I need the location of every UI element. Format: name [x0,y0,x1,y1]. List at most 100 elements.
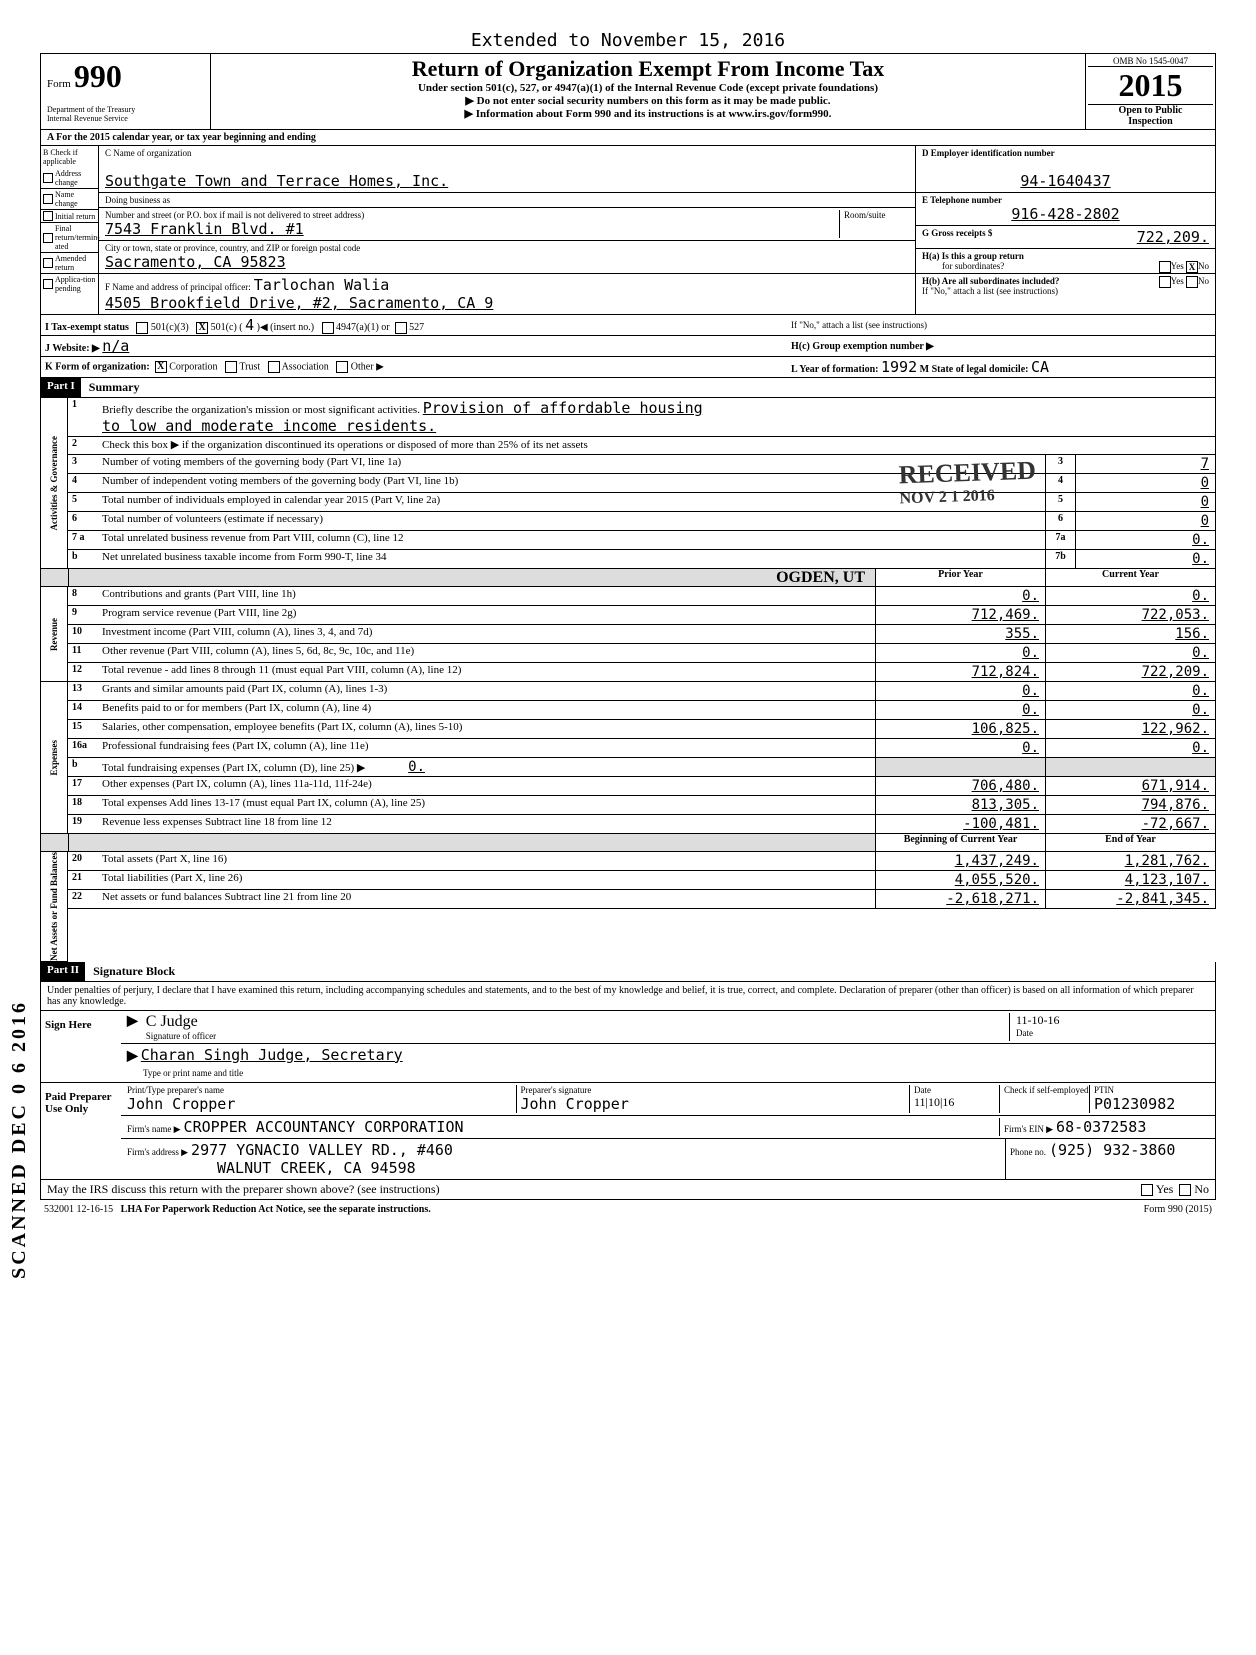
prior-value: 355. [875,625,1045,643]
summary-line: 10Investment income (Part VIII, column (… [68,625,1216,644]
group-return-yes[interactable] [1159,261,1171,273]
ogden-stamp: OGDEN, UT [776,569,865,587]
signature-date: 11-10-16 [1016,1013,1209,1028]
name-change-checkbox[interactable] [43,194,53,204]
summary-line: 22Net assets or fund balances Subtract l… [68,890,1216,909]
501c-checkbox[interactable]: X [196,322,208,334]
summary-line: 11Other revenue (Part VIII, column (A), … [68,644,1216,663]
officer-name: Tarlochan Walia [254,276,389,294]
extended-notice: Extended to November 15, 2016 [40,30,1216,51]
prior-value: 712,469. [875,606,1045,624]
current-value: 0. [1045,701,1215,719]
summary-line: 3Number of voting members of the governi… [68,455,1216,474]
line-value: 7 [1075,455,1215,473]
omb-number: OMB No 1545-0047 [1088,56,1213,67]
group-return-no[interactable]: X [1186,261,1198,273]
prior-value: 712,824. [875,663,1045,681]
calendar-year-row: A For the 2015 calendar year, or tax yea… [40,130,1216,146]
association-checkbox[interactable] [268,361,280,373]
prior-value: 106,825. [875,720,1045,738]
summary-line: bNet unrelated business taxable income f… [68,550,1216,569]
4947-checkbox[interactable] [322,322,334,334]
mission-text: Provision of affordable housing [423,399,703,417]
preparer-name: John Cropper [127,1095,516,1113]
current-value: 794,876. [1045,796,1215,814]
org-address: 7543 Franklin Blvd. #1 [105,220,839,238]
prior-value: -2,618,271. [875,890,1045,908]
current-value: 722,209. [1045,663,1215,681]
prior-value: 0. [875,701,1045,719]
preparer-signature: John Cropper [521,1095,910,1113]
527-checkbox[interactable] [395,322,407,334]
officer-signature: C Judge [146,1013,1009,1031]
amended-return-checkbox[interactable] [43,258,53,268]
org-info-section: B Check if applicable Address change Nam… [40,146,1216,315]
form-number: 990 [74,58,122,94]
501c3-checkbox[interactable] [136,322,148,334]
summary-line: 19Revenue less expenses Subtract line 18… [68,815,1216,834]
current-value: 156. [1045,625,1215,643]
revenue-section: Revenue 8Contributions and grants (Part … [40,587,1216,682]
summary-line: 9Program service revenue (Part VIII, lin… [68,606,1216,625]
tax-exempt-status-row: I Tax-exempt status 501(c)(3) X 501(c) (… [40,315,1216,336]
summary-line: 12Total revenue - add lines 8 through 11… [68,663,1216,682]
part2-header: Part II [41,962,85,981]
summary-line: 20Total assets (Part X, line 16)1,437,24… [68,852,1216,871]
current-value: 0. [1045,739,1215,757]
prior-value: 0. [875,739,1045,757]
current-value: 0. [1045,644,1215,662]
year-formation: 1992 [881,358,917,376]
form-title: Return of Organization Exempt From Incom… [219,56,1077,82]
final-return-checkbox[interactable] [43,233,53,243]
prior-value: -100,481. [875,815,1045,833]
summary-line: 8Contributions and grants (Part VIII, li… [68,587,1216,606]
subordinates-no[interactable] [1186,276,1198,288]
current-value: -72,667. [1045,815,1215,833]
summary-line: 7 aTotal unrelated business revenue from… [68,531,1216,550]
other-checkbox[interactable] [336,361,348,373]
form-header: Form 990 Department of the Treasury Inte… [40,53,1216,130]
firm-address1: 2977 YGNACIO VALLEY RD., #460 [191,1141,453,1159]
expenses-section: Expenses 13Grants and similar amounts pa… [40,682,1216,834]
prior-value: 813,305. [875,796,1045,814]
current-value: 4,123,107. [1045,871,1215,889]
application-pending-checkbox[interactable] [43,279,53,289]
summary-line: 17Other expenses (Part IX, column (A), l… [68,777,1216,796]
summary-line: bTotal fundraising expenses (Part IX, co… [68,758,1216,777]
line-value: 0. [1075,531,1215,549]
current-value: 1,281,762. [1045,852,1215,870]
net-assets-section: Net Assets or Fund Balances 20Total asse… [40,852,1216,962]
line-value: 0. [1075,550,1215,568]
activities-governance-section: Activities & Governance 1 Briefly descri… [40,398,1216,569]
firm-name: CROPPER ACCOUNTANCY CORPORATION [184,1118,464,1136]
current-value: 0. [1045,682,1215,700]
corporation-checkbox[interactable]: X [155,361,167,373]
subordinates-yes[interactable] [1159,276,1171,288]
summary-line: 13Grants and similar amounts paid (Part … [68,682,1216,701]
firm-address2: WALNUT CREEK, CA 94598 [127,1159,416,1177]
firm-ein: 68-0372583 [1056,1118,1146,1136]
summary-line: 6Total number of volunteers (estimate if… [68,512,1216,531]
prior-value: 706,480. [875,777,1045,795]
initial-return-checkbox[interactable] [43,211,53,221]
state-domicile: CA [1031,358,1049,376]
current-value: 122,962. [1045,720,1215,738]
discuss-no[interactable] [1179,1184,1191,1196]
gross-receipts: 722,209. [992,228,1209,246]
org-name: Southgate Town and Terrace Homes, Inc. [105,172,909,190]
line-value: 0 [1075,512,1215,530]
current-value: 671,914. [1045,777,1215,795]
prior-value: 0. [875,682,1045,700]
trust-checkbox[interactable] [225,361,237,373]
address-change-checkbox[interactable] [43,173,53,183]
current-value: -2,841,345. [1045,890,1215,908]
website: n/a [102,337,129,355]
summary-line: 16aProfessional fundraising fees (Part I… [68,739,1216,758]
signature-block: Under penalties of perjury, I declare th… [40,982,1216,1200]
footer: 532001 12-16-15 LHA For Paperwork Reduct… [40,1200,1216,1219]
preparer-date: 11|10|16 [914,1095,999,1110]
line-value: 0 [1075,474,1215,492]
summary-line: 21Total liabilities (Part X, line 26)4,0… [68,871,1216,890]
discuss-yes[interactable] [1141,1184,1153,1196]
officer-address: 4505 Brookfield Drive, #2, Sacramento, C… [105,294,493,312]
